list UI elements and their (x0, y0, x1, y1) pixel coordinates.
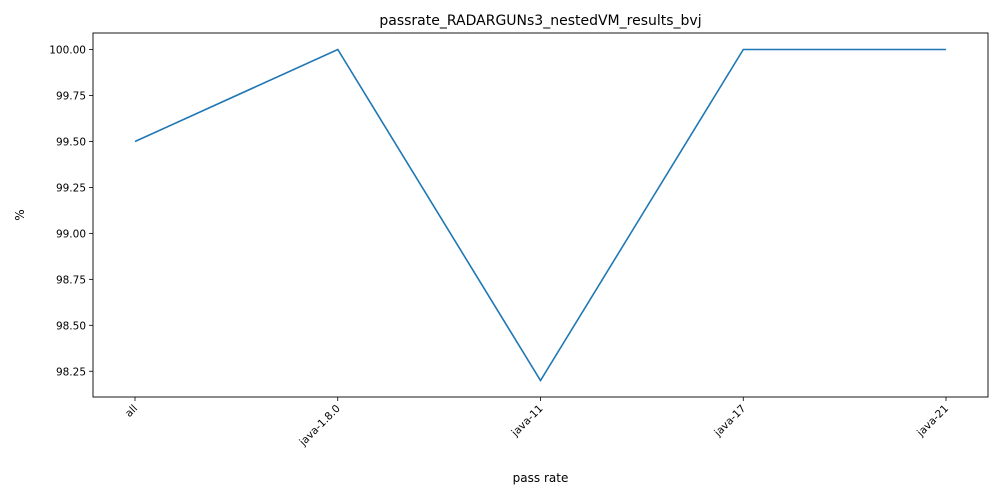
y-tick-label: 99.25 (56, 182, 86, 194)
y-tick-label: 99.00 (56, 228, 86, 240)
chart-title: passrate_RADARGUNs3_nestedVM_results_bvj (379, 13, 701, 29)
y-tick-label: 100.00 (49, 45, 86, 57)
x-tick-label: java-17 (711, 403, 748, 440)
x-axis-ticks: all java-1.8.0 java-11 java-17 java-21 (123, 397, 951, 449)
x-tick-label: all (123, 403, 140, 420)
y-tick-label: 98.25 (56, 366, 86, 378)
y-tick-label: 99.75 (56, 91, 86, 103)
y-axis-label: % (13, 209, 27, 220)
x-tick-label: java-11 (509, 403, 546, 440)
x-axis-label: pass rate (513, 471, 569, 485)
y-axis-ticks: 98.25 98.50 98.75 99.00 99.25 99.50 99.75 100.0… (49, 45, 93, 378)
series-line (134, 48, 946, 383)
plot-frame (92, 32, 989, 398)
y-tick-label: 98.50 (56, 320, 86, 332)
y-tick-label: 99.50 (56, 136, 86, 148)
y-tick-label: 98.75 (56, 274, 86, 286)
x-tick-label: java-21 (914, 403, 951, 440)
x-tick-label: java-1.8.0 (297, 403, 343, 449)
